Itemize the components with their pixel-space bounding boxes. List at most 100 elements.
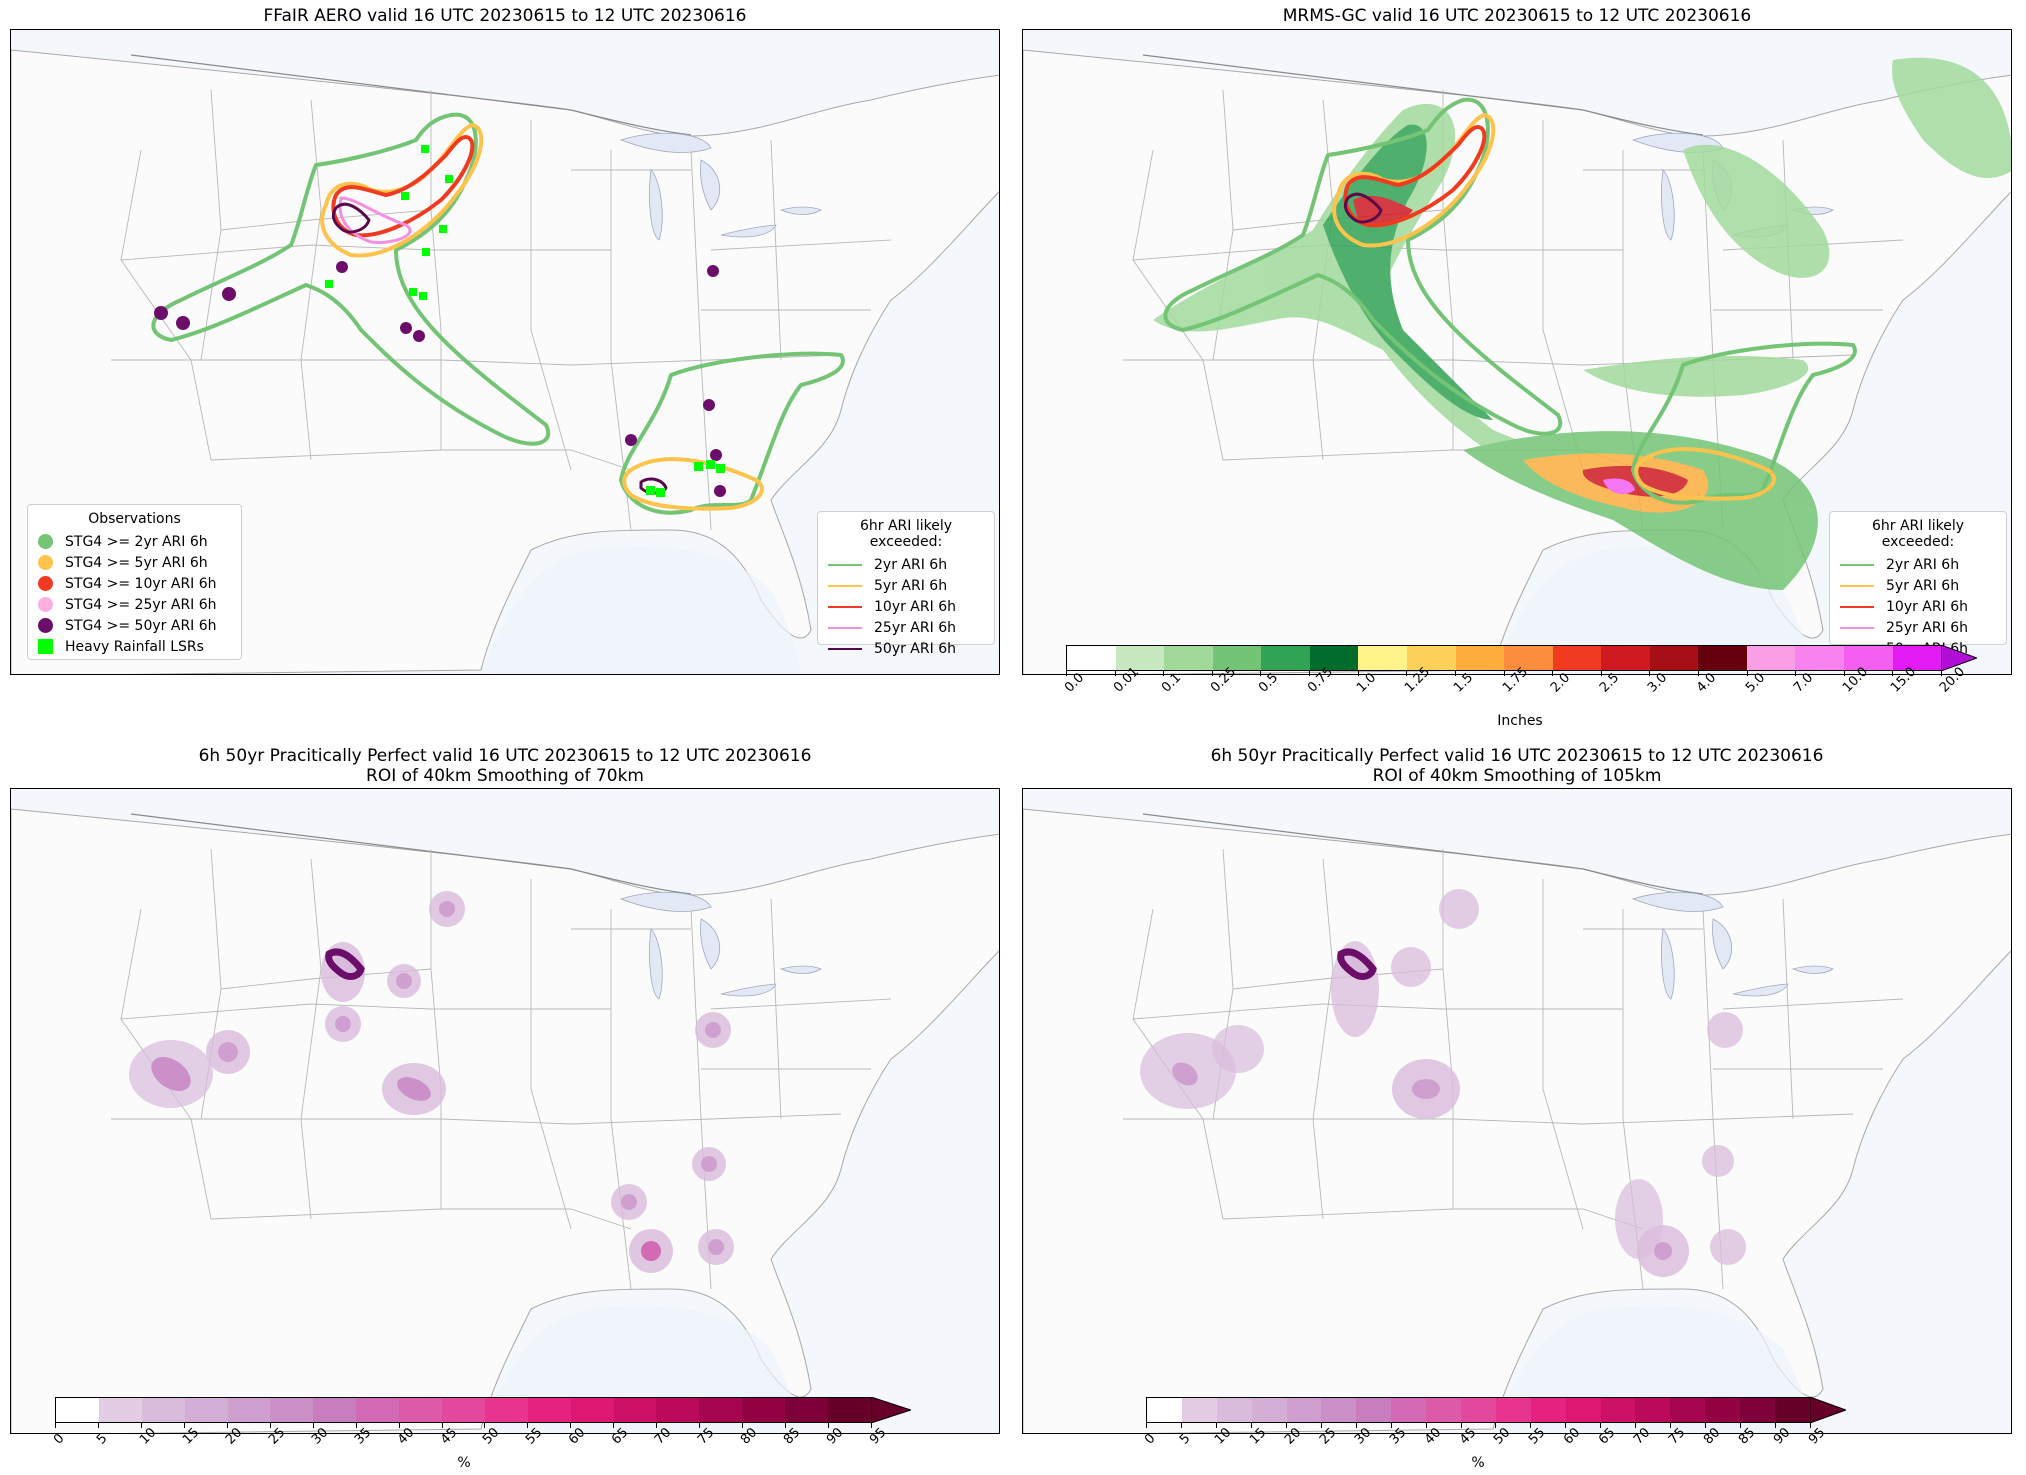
panel-title-top-right: MRMS-GC valid 16 UTC 20230615 to 12 UTC … [1282,6,1752,26]
prob-blob-ohio [1707,1012,1743,1048]
obs-50yr-point [625,434,637,446]
colorbar-tick-mark [183,1423,185,1428]
ari-legend-label: 2yr ARI 6h [874,556,948,573]
prob-blob-montana [1391,947,1431,987]
prob-colorbar-cell [227,1398,271,1422]
obs-50yr-point [413,330,425,342]
colorbar-tick-mark [484,1423,486,1428]
lsr-point [445,175,453,183]
precip-colorbar-cell [1406,646,1456,670]
map-svg-pp-105km [1023,789,2011,1433]
colorbar-tick-mark [527,1423,529,1428]
contour-50yr-west [331,202,371,234]
colorbar-tick-mark [398,1423,400,1428]
prob-blob-montana [387,964,421,998]
colorbar-tick-mark [656,1423,658,1428]
panel-title-bottom-left-line1: 6h 50yr Pracitically Perfect valid 16 UT… [198,746,812,766]
prob-colorbar-cell [1251,1398,1287,1422]
ari-legend-item: 5yr ARI 6h [1840,575,1996,596]
map-panel-pp-70km [10,788,1000,1434]
prob-blob-mississippi [611,1184,647,1220]
colorbar-tick-mark [1746,671,1748,676]
legend-line-swatch [1840,584,1874,587]
precip-nw-red [1353,195,1413,226]
ari-legend-title: 6hr ARI likely exceeded: [859,518,953,550]
prob-colorbar-cell [442,1398,485,1422]
colorbar-tick-mark [570,1423,572,1428]
contour-2yr-west [151,112,551,446]
obs-50yr-point [707,265,719,277]
colorbar-tick-mark [55,1423,56,1428]
observations-legend-item: Heavy Rainfall LSRs [38,636,231,657]
colorbar-tick-mark [1795,671,1797,676]
contour-2yr-east [619,351,845,515]
colorbar-tick-mark [1285,1423,1287,1428]
colorbar-tick-mark [1495,1423,1497,1428]
colorbar-extend-arrow [1810,1397,1846,1423]
precip-colorbar-cell [1212,646,1262,670]
colorbar-tick-mark [1843,671,1845,676]
observations-legend-item: STG4 >= 5yr ARI 6h [38,552,231,573]
panel-title-bottom-left-line2: ROI of 40km Smoothing of 70km [366,766,644,786]
prob-blob-gulf-coast [1615,1179,1689,1277]
prob-colorbar-cell [1565,1398,1601,1422]
obs-50yr-point [710,449,722,461]
colorbar-tick-mark [1320,1423,1322,1428]
ari-legend-title: 6hr ARI likely exceeded: [1871,518,1965,550]
precip-colorbar-cell [1067,646,1116,670]
prob-colorbar-cell [1530,1398,1566,1422]
prob-colorbar-cell [656,1398,700,1422]
colorbar-tick-mark [828,1423,830,1428]
lsr-point [401,192,409,200]
precip-colorbar [1066,645,1977,671]
precip-colorbar-cell [1164,646,1213,670]
lsr-point [419,292,427,300]
legend-line-swatch [1840,563,1874,566]
colorbar-tick-mark [1810,1423,1811,1428]
legend-square-marker [38,639,53,654]
map-svg-mrms [1023,30,2011,674]
colorbar-tick-mark [312,1423,314,1428]
observations-legend-label: STG4 >= 10yr ARI 6h [65,575,217,592]
contour-2yr-west [1163,97,1563,436]
prob-colorbar-cell [98,1398,142,1422]
ari-legend-top-right: 6hr ARI likely exceeded: 2yr ARI 6h 5yr A… [1829,511,2007,657]
precip-colorbar-cell [1358,646,1407,670]
legend-line-swatch [828,647,862,650]
prob-colorbar-right [1146,1397,1846,1423]
probability-blobs [129,891,734,1273]
prob-colorbar-cell [1495,1398,1531,1422]
lsr-point [325,280,333,288]
prob-blob-florida-panhandle [698,1229,734,1265]
prob-colorbar-cell [1775,1398,1810,1422]
legend-line-swatch [828,605,862,608]
contour-2yr-east [1631,341,1857,505]
colorbar-tick-mark [1260,671,1262,676]
obs-50yr-point [714,485,726,497]
ari-legend-label: 2yr ARI 6h [1886,556,1960,573]
probability-blobs [1140,889,1746,1277]
prob-blob-colorado [1392,1059,1460,1119]
colorbar-tick-mark [1357,671,1359,676]
lsr-points [325,145,725,497]
ari-legend-top-left: 6hr ARI likely exceeded: 2yr ARI 6h 5yr A… [817,511,995,657]
prob-blob-louisiana [629,1229,673,1273]
prob-blob-florida-panhandle [1710,1229,1746,1265]
prob-colorbar-cell [1356,1398,1392,1422]
prob-colorbar-cell [313,1398,357,1422]
ari-legend-item: 2yr ARI 6h [1840,554,1996,575]
colorbar-tick-mark [97,1423,99,1428]
colorbar-tick-mark [1425,1423,1427,1428]
legend-circle-marker [38,597,53,612]
observations-legend-label: STG4 >= 5yr ARI 6h [65,554,208,571]
precip-colorbar-cell [1309,646,1359,670]
ari-legend-item: 10yr ARI 6h [828,596,984,617]
prob-colorbar-cell [399,1398,443,1422]
legend-line-swatch [828,584,862,587]
precip-colorbar-cell [1795,646,1844,670]
prob-colorbar-cell [56,1398,99,1422]
lsr-point [646,486,655,495]
colorbar-extend-arrow [871,1397,911,1423]
ari-legend-item: 10yr ARI 6h [1840,596,1996,617]
precip-colorbar-cell [1455,646,1505,670]
